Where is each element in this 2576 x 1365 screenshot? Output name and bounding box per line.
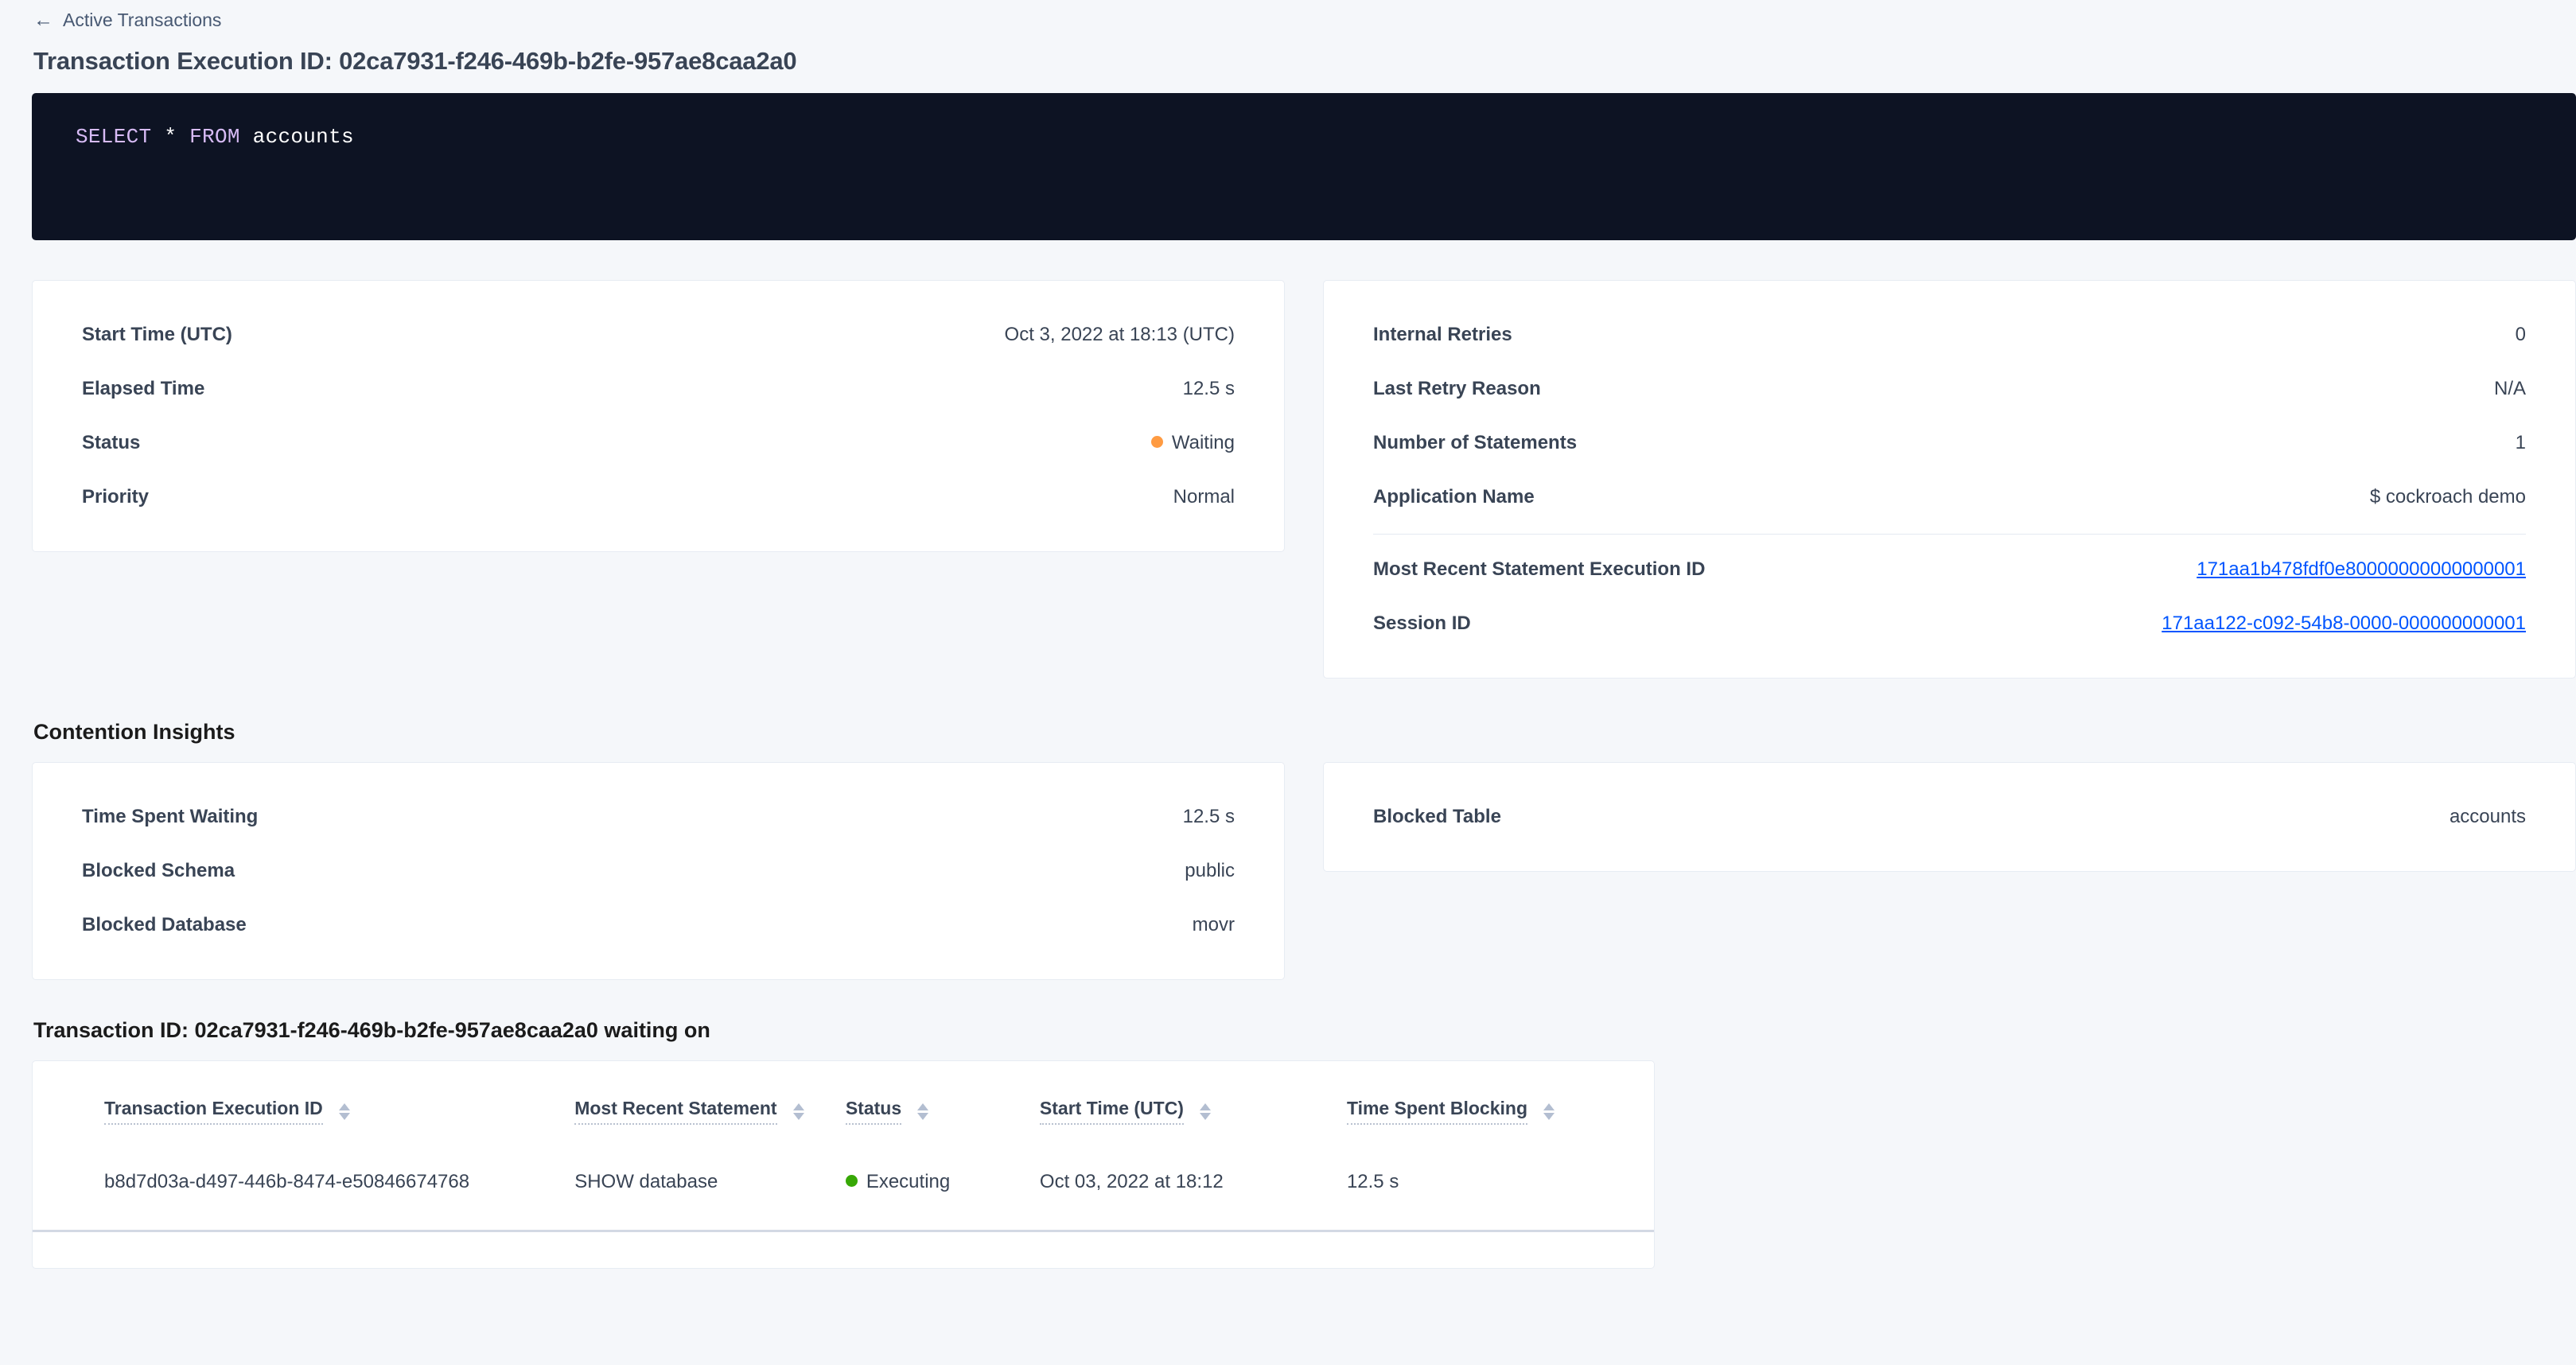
contention-left-card: Time Spent Waiting 12.5 s Blocked Schema… bbox=[32, 762, 1285, 980]
page-title: Transaction Execution ID: 02ca7931-f246-… bbox=[33, 47, 797, 75]
column-header-transaction-execution-id[interactable]: Transaction Execution ID bbox=[33, 1061, 574, 1134]
table-head: Transaction Execution ID Most Recent Sta… bbox=[33, 1061, 1654, 1134]
row-elapsed-time: Elapsed Time 12.5 s bbox=[82, 362, 1235, 416]
label-start-time: Start Time (UTC) bbox=[82, 324, 232, 345]
overview-cards-row: Start Time (UTC) Oct 3, 2022 at 18:13 (U… bbox=[32, 280, 2576, 679]
row-internal-retries: Internal Retries 0 bbox=[1373, 308, 2526, 362]
row-start-time: Start Time (UTC) Oct 3, 2022 at 18:13 (U… bbox=[82, 308, 1235, 362]
value-priority: Normal bbox=[1173, 486, 1235, 508]
sql-keyword-from: FROM bbox=[189, 125, 240, 149]
row-most-recent-statement-execution-id: Most Recent Statement Execution ID 171aa… bbox=[1373, 542, 2526, 597]
table-footer-space bbox=[33, 1232, 1654, 1268]
link-most-recent-statement-execution-id[interactable]: 171aa1b478fdf0e80000000000000001 bbox=[2197, 558, 2526, 580]
value-number-of-statements: 1 bbox=[2515, 432, 2526, 453]
cell-time-spent-blocking: 12.5 s bbox=[1346, 1134, 1654, 1232]
contention-right-list: Blocked Table accounts bbox=[1324, 763, 2575, 871]
column-header-label: Transaction Execution ID bbox=[104, 1098, 323, 1125]
value-blocked-table: accounts bbox=[2449, 806, 2526, 827]
table-body: b8d7d03a-d497-446b-8474-e50846674768 SHO… bbox=[33, 1134, 1654, 1232]
value-status: Waiting bbox=[1171, 432, 1235, 453]
row-session-id: Session ID 171aa122-c092-54b8-0000-00000… bbox=[1373, 597, 2526, 651]
contention-insights-title: Contention Insights bbox=[33, 720, 235, 744]
status-dot-executing-icon bbox=[845, 1175, 858, 1187]
label-internal-retries: Internal Retries bbox=[1373, 324, 1512, 345]
cell-status: Executing bbox=[845, 1134, 1040, 1232]
contention-left-list: Time Spent Waiting 12.5 s Blocked Schema… bbox=[33, 763, 1284, 979]
column-header-status[interactable]: Status bbox=[845, 1061, 1040, 1134]
sort-icon[interactable] bbox=[1199, 1102, 1211, 1120]
arrow-left-icon: ← bbox=[33, 9, 53, 31]
column-header-label: Time Spent Blocking bbox=[1346, 1098, 1527, 1125]
table-row[interactable]: b8d7d03a-d497-446b-8474-e50846674768 SHO… bbox=[33, 1134, 1654, 1232]
label-number-of-statements: Number of Statements bbox=[1373, 432, 1578, 453]
value-blocked-schema: public bbox=[1185, 860, 1235, 881]
overview-left-card: Start Time (UTC) Oct 3, 2022 at 18:13 (U… bbox=[32, 280, 1285, 552]
row-number-of-statements: Number of Statements 1 bbox=[1373, 416, 2526, 470]
value-application-name: $ cockroach demo bbox=[2369, 486, 2526, 508]
overview-right-list: Internal Retries 0 Last Retry Reason N/A… bbox=[1324, 281, 2575, 678]
row-blocked-schema: Blocked Schema public bbox=[82, 844, 1235, 898]
cell-transaction-execution-id: b8d7d03a-d497-446b-8474-e50846674768 bbox=[33, 1134, 575, 1232]
row-blocked-database: Blocked Database movr bbox=[82, 898, 1235, 952]
cell-start-time: Oct 03, 2022 at 18:12 bbox=[1039, 1134, 1347, 1232]
status-dot-waiting-icon bbox=[1150, 436, 1163, 448]
sort-icon[interactable] bbox=[338, 1102, 350, 1120]
row-application-name: Application Name $ cockroach demo bbox=[1373, 470, 2526, 524]
table-header-row: Transaction Execution ID Most Recent Sta… bbox=[33, 1061, 1654, 1134]
column-header-time-spent-blocking[interactable]: Time Spent Blocking bbox=[1346, 1061, 1654, 1134]
overview-left-list: Start Time (UTC) Oct 3, 2022 at 18:13 (U… bbox=[33, 281, 1284, 551]
sql-statement-text: SELECT * FROM accounts bbox=[76, 125, 2576, 149]
label-blocked-table: Blocked Table bbox=[1373, 806, 1501, 827]
value-last-retry-reason: N/A bbox=[2493, 378, 2526, 399]
link-session-id[interactable]: 171aa122-c092-54b8-0000-000000000001 bbox=[2162, 612, 2526, 634]
column-header-label: Most Recent Statement bbox=[574, 1098, 777, 1125]
cell-most-recent-statement: SHOW database bbox=[574, 1134, 846, 1232]
breadcrumb[interactable]: ← Active Transactions bbox=[16, 0, 2560, 36]
label-most-recent-statement-execution-id: Most Recent Statement Execution ID bbox=[1373, 558, 1706, 580]
value-elapsed-time: 12.5 s bbox=[1182, 378, 1235, 399]
label-session-id: Session ID bbox=[1373, 612, 1471, 634]
sql-identifier-table: accounts bbox=[252, 125, 354, 149]
waiting-on-table: Transaction Execution ID Most Recent Sta… bbox=[33, 1061, 1654, 1232]
label-last-retry-reason: Last Retry Reason bbox=[1373, 378, 1541, 399]
label-status: Status bbox=[82, 432, 141, 453]
column-header-start-time[interactable]: Start Time (UTC) bbox=[1039, 1061, 1347, 1134]
value-start-time: Oct 3, 2022 at 18:13 (UTC) bbox=[1004, 324, 1235, 345]
sql-keyword-select: SELECT bbox=[76, 125, 152, 149]
status-badge: Waiting bbox=[1150, 432, 1235, 454]
sort-icon[interactable] bbox=[917, 1102, 929, 1120]
column-header-most-recent-statement[interactable]: Most Recent Statement bbox=[574, 1061, 846, 1134]
waiting-on-table-title: Transaction ID: 02ca7931-f246-469b-b2fe-… bbox=[33, 1018, 710, 1042]
row-priority: Priority Normal bbox=[82, 470, 1235, 524]
column-header-label: Start Time (UTC) bbox=[1039, 1098, 1184, 1125]
value-internal-retries: 0 bbox=[2515, 324, 2526, 345]
contention-right-card: Blocked Table accounts bbox=[1323, 762, 2576, 872]
waiting-on-table-card: Transaction Execution ID Most Recent Sta… bbox=[32, 1060, 1655, 1269]
sql-statement-panel: SELECT * FROM accounts bbox=[32, 93, 2576, 240]
value-blocked-database: movr bbox=[1192, 914, 1235, 935]
divider bbox=[1373, 534, 2526, 535]
label-blocked-database: Blocked Database bbox=[82, 914, 247, 935]
label-blocked-schema: Blocked Schema bbox=[82, 860, 235, 881]
label-priority: Priority bbox=[82, 486, 150, 508]
label-elapsed-time: Elapsed Time bbox=[82, 378, 205, 399]
overview-right-card: Internal Retries 0 Last Retry Reason N/A… bbox=[1323, 280, 2576, 679]
label-time-spent-waiting: Time Spent Waiting bbox=[82, 806, 259, 827]
row-last-retry-reason: Last Retry Reason N/A bbox=[1373, 362, 2526, 416]
contention-cards-row: Time Spent Waiting 12.5 s Blocked Schema… bbox=[32, 762, 2576, 980]
label-application-name: Application Name bbox=[1373, 486, 1535, 508]
value-time-spent-waiting: 12.5 s bbox=[1182, 806, 1235, 827]
sql-operator-star: * bbox=[164, 125, 177, 149]
sort-icon[interactable] bbox=[1543, 1102, 1555, 1120]
row-time-spent-waiting: Time Spent Waiting 12.5 s bbox=[82, 790, 1235, 844]
sort-icon[interactable] bbox=[792, 1102, 804, 1120]
cell-status-label: Executing bbox=[866, 1171, 951, 1192]
row-blocked-table: Blocked Table accounts bbox=[1373, 790, 2526, 844]
column-header-label: Status bbox=[845, 1098, 902, 1125]
breadcrumb-link-active-transactions[interactable]: Active Transactions bbox=[63, 10, 222, 30]
row-status: Status Waiting bbox=[82, 416, 1235, 470]
